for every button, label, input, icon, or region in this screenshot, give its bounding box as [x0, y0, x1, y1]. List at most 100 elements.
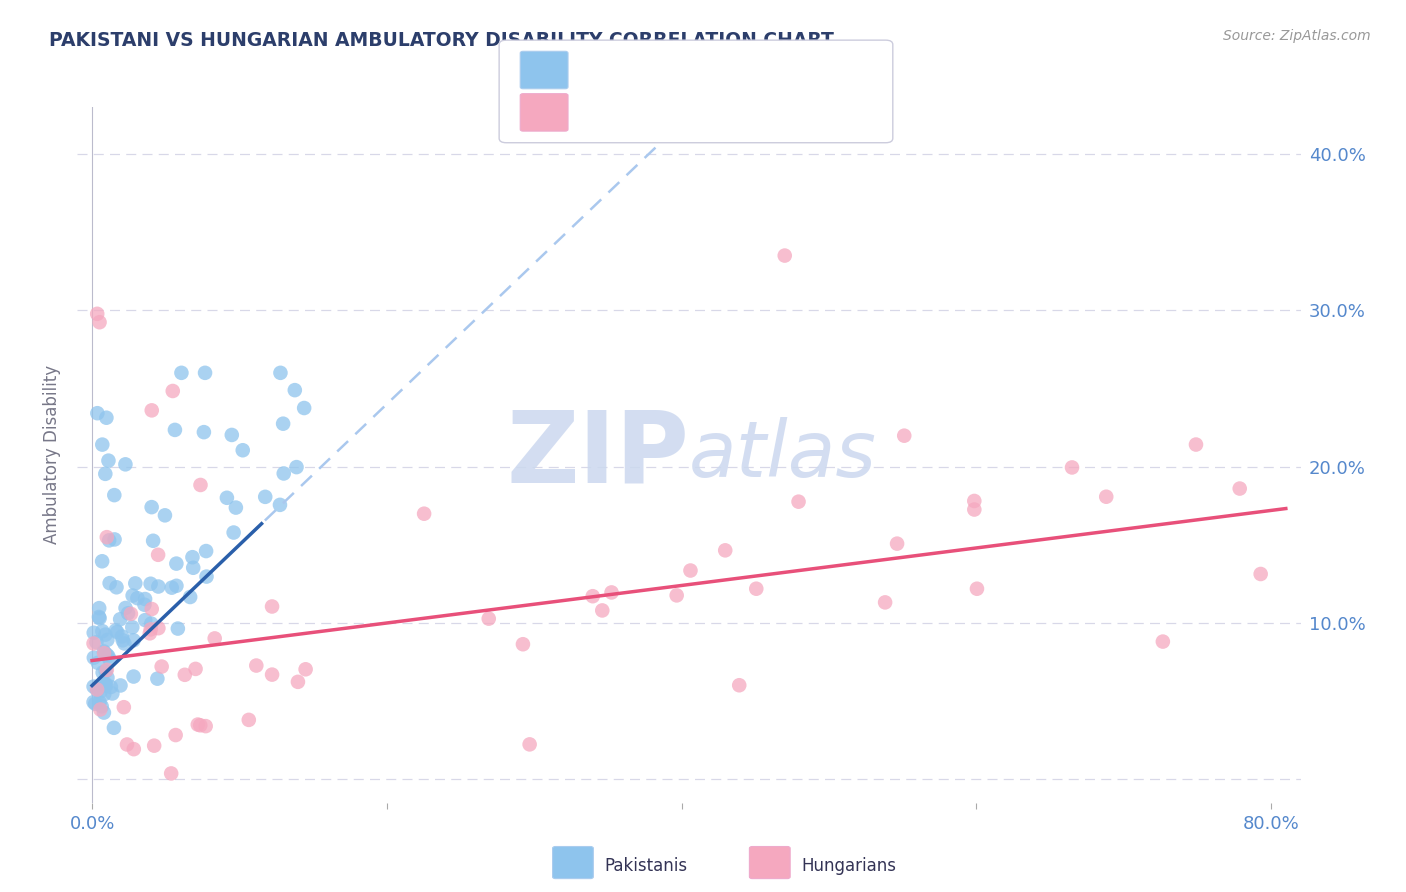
Point: [273, 467, 295, 481]
Point: [127, 591, 149, 606]
Point: [83, 625, 105, 640]
Point: [195, 569, 218, 583]
Point: [170, 366, 193, 380]
Point: [146, 548, 169, 562]
Point: [591, 603, 613, 617]
Point: [134, 592, 156, 607]
Point: [97, 453, 120, 467]
Point: [166, 622, 188, 636]
Point: [86, 406, 108, 420]
Point: [269, 498, 291, 512]
Point: [665, 588, 688, 602]
Point: [181, 550, 204, 565]
Point: [86, 683, 108, 698]
Point: [108, 612, 131, 626]
Point: [86, 682, 108, 697]
Point: [254, 490, 277, 504]
Point: [963, 494, 986, 508]
Point: [165, 579, 187, 593]
Point: [110, 678, 132, 692]
Point: [179, 590, 201, 604]
Point: [103, 533, 125, 547]
Point: [875, 595, 897, 609]
Point: [963, 502, 986, 516]
Point: [679, 564, 702, 578]
Point: [519, 737, 541, 751]
Point: [886, 536, 908, 550]
Point: [204, 632, 226, 646]
Point: [89, 684, 111, 698]
Point: [225, 500, 247, 515]
Point: [188, 718, 211, 732]
Point: [94, 664, 117, 678]
Point: [105, 580, 128, 594]
Text: atlas: atlas: [689, 417, 877, 493]
Point: [112, 636, 135, 650]
Point: [162, 384, 184, 398]
Point: [112, 700, 135, 714]
Point: [141, 500, 163, 515]
Point: [98, 653, 121, 667]
Point: [1152, 634, 1174, 648]
Point: [94, 467, 117, 481]
Point: [728, 678, 751, 692]
Point: [93, 644, 115, 658]
Point: [160, 581, 183, 595]
Point: [292, 401, 315, 415]
Point: [83, 650, 105, 665]
Point: [83, 636, 105, 650]
Point: [122, 669, 145, 683]
Point: [105, 625, 128, 640]
Point: [148, 580, 170, 594]
Point: [111, 633, 134, 648]
Point: [89, 702, 111, 716]
Point: [87, 656, 110, 670]
Point: [245, 658, 267, 673]
Point: [96, 648, 118, 662]
Point: [86, 635, 108, 649]
Text: N = 62: N = 62: [752, 103, 820, 121]
Point: [121, 620, 143, 634]
Point: [413, 507, 436, 521]
Point: [1185, 437, 1208, 451]
Point: [104, 624, 127, 638]
Point: [153, 508, 176, 523]
Point: [134, 613, 156, 627]
Point: [117, 607, 139, 621]
Point: [134, 598, 156, 612]
Point: [96, 632, 118, 647]
Point: [141, 403, 163, 417]
Point: [83, 695, 105, 709]
Text: Pakistanis: Pakistanis: [605, 857, 688, 875]
Point: [173, 668, 195, 682]
Point: [90, 699, 112, 714]
Point: [89, 611, 111, 625]
Point: [98, 576, 121, 591]
Point: [114, 601, 136, 615]
Point: [193, 425, 215, 439]
Point: [160, 766, 183, 780]
Point: [262, 667, 284, 681]
Point: [190, 478, 212, 492]
Point: [194, 366, 217, 380]
Point: [512, 637, 534, 651]
Point: [139, 576, 162, 591]
Point: [96, 530, 118, 544]
Point: [122, 633, 145, 648]
Point: [893, 428, 915, 442]
Text: PAKISTANI VS HUNGARIAN AMBULATORY DISABILITY CORRELATION CHART: PAKISTANI VS HUNGARIAN AMBULATORY DISABI…: [49, 31, 834, 50]
Text: R = 0.254: R = 0.254: [583, 103, 673, 121]
Point: [187, 717, 209, 731]
Point: [745, 582, 768, 596]
Point: [141, 616, 163, 631]
Point: [773, 249, 796, 263]
Point: [114, 458, 136, 472]
Point: [143, 739, 166, 753]
Point: [94, 677, 117, 691]
Point: [142, 533, 165, 548]
Point: [93, 646, 115, 660]
Point: [84, 697, 107, 711]
Point: [260, 599, 283, 614]
Point: [582, 589, 605, 603]
Point: [91, 665, 114, 680]
